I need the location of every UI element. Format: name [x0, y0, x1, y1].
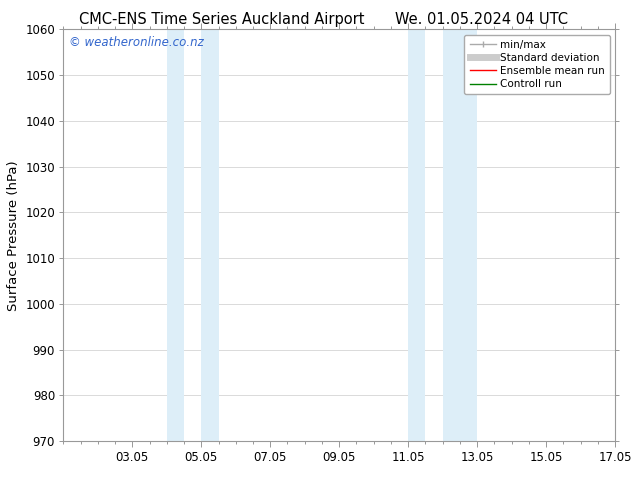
Legend: min/max, Standard deviation, Ensemble mean run, Controll run: min/max, Standard deviation, Ensemble me…: [464, 35, 610, 95]
Y-axis label: Surface Pressure (hPa): Surface Pressure (hPa): [7, 160, 20, 311]
Bar: [167, 29, 184, 441]
Text: © weatheronline.co.nz: © weatheronline.co.nz: [69, 36, 204, 49]
Bar: [443, 29, 477, 441]
Bar: [202, 29, 219, 441]
Bar: [408, 29, 425, 441]
Text: We. 01.05.2024 04 UTC: We. 01.05.2024 04 UTC: [396, 12, 568, 27]
Text: CMC-ENS Time Series Auckland Airport: CMC-ENS Time Series Auckland Airport: [79, 12, 365, 27]
